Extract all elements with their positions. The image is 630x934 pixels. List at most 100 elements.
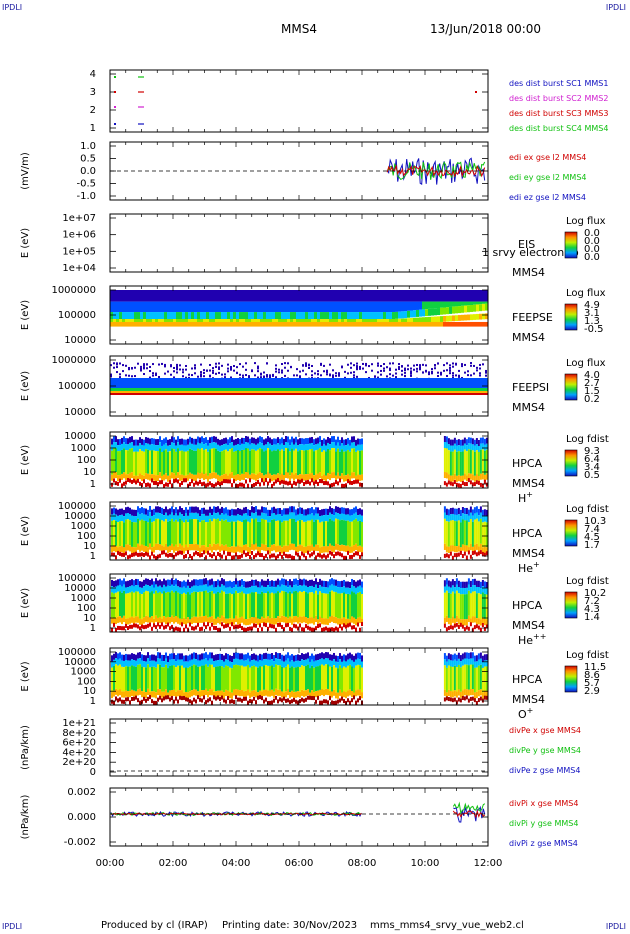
spectrogram-cell (263, 507, 265, 514)
spectrogram-cell (485, 522, 488, 548)
spectrogram-cell (207, 475, 209, 482)
spectrogram-cell (201, 585, 203, 592)
spectrogram-cell (287, 554, 289, 559)
spectrogram-cell (263, 653, 265, 660)
spectrogram-cell (173, 378, 176, 388)
spectrogram-cell (253, 579, 255, 587)
spectrogram-cell (199, 522, 201, 548)
spectrogram-cell (223, 624, 225, 629)
feepsi-colorbar-value: 2.7 (584, 378, 600, 389)
spectrogram-cell (329, 301, 332, 313)
spectrogram-cell (127, 626, 129, 631)
spectrogram-cell (235, 546, 237, 553)
spectrogram-cell (463, 652, 466, 659)
spectrogram-cell (319, 516, 321, 523)
eis-instrument: EIS (518, 238, 535, 251)
spectrogram-cell (277, 616, 279, 623)
spectrogram-cell (301, 545, 303, 552)
spectrogram-cell (242, 321, 245, 327)
spectrogram-cell (314, 378, 317, 388)
spectrogram-cell (317, 370, 319, 373)
spectrogram-cell (353, 513, 355, 521)
spectrogram-cell (327, 688, 329, 696)
spectrogram-cell (483, 450, 486, 475)
spectrogram-cell (141, 660, 143, 667)
spectrogram-cell (277, 665, 279, 690)
spectrogram-cell (469, 506, 472, 513)
spectrogram-cell (158, 312, 161, 319)
spectrogram-cell (122, 370, 124, 373)
spectrogram-cell (189, 544, 191, 551)
spectrogram-cell (125, 480, 127, 485)
spectrogram-cell (235, 578, 237, 585)
spectrogram-cell (350, 312, 353, 319)
spectrogram-cell (464, 363, 466, 366)
spectrogram-cell (325, 699, 327, 704)
spectrogram-cell (377, 312, 380, 319)
spectrogram-cell (119, 664, 121, 690)
spectrogram-cell (445, 655, 448, 662)
spectrogram-cell (125, 618, 127, 625)
spectrogram-cell (243, 618, 245, 625)
spectrogram-cell (350, 362, 352, 365)
spectrogram-cell (169, 586, 171, 593)
spectrogram-cell (443, 518, 446, 544)
spectrogram-cell (440, 307, 443, 315)
spectrogram-cell (175, 478, 177, 483)
spectrogram-cell (122, 301, 125, 313)
spectrogram-cell (446, 374, 448, 377)
spectrogram-cell (267, 448, 269, 473)
hpca-h-spacecraft: MMS4 (512, 477, 545, 490)
spectrogram-cell (201, 442, 203, 449)
spectrogram-cell (207, 654, 209, 661)
spectrogram-cell (173, 449, 175, 474)
spectrogram-cell (135, 660, 137, 667)
spectrogram-cell (311, 312, 314, 319)
spectrogram-cell (241, 585, 243, 592)
spectrogram-cell (447, 554, 450, 559)
spectrogram-cell (422, 391, 425, 393)
spectrogram-cell (337, 593, 339, 619)
spectrogram-cell (199, 691, 201, 698)
spectrogram-cell (259, 448, 261, 473)
spectrogram-cell (452, 378, 455, 388)
spectrogram-cell (473, 482, 476, 487)
spectrogram-cell (135, 516, 137, 523)
spectrogram-cell (477, 439, 480, 446)
spectrogram-cell (129, 617, 131, 624)
spectrogram-cell (362, 391, 365, 393)
spectrogram-cell (219, 653, 221, 660)
spectrogram-cell (125, 391, 128, 393)
spectrogram-cell (134, 393, 137, 395)
spectrogram-cell (213, 587, 215, 594)
y-tick-label: 0.5 (80, 154, 96, 165)
spectrogram-cell (139, 652, 141, 659)
spectrogram-cell (231, 692, 233, 699)
spectrogram-cell (212, 319, 215, 325)
spectrogram-cell (461, 513, 464, 520)
spectrogram-cell (287, 378, 290, 388)
spectrogram-cell (119, 388, 122, 391)
spectrogram-cell (255, 691, 257, 698)
burst-series-label: des dist burst SC3 MMS3 (509, 109, 608, 118)
spectrogram-cell (227, 581, 229, 588)
spectrogram-cell (331, 627, 333, 632)
spectrogram-cell (299, 378, 302, 388)
spectrogram-cell (337, 627, 339, 632)
spectrogram-cell (471, 450, 474, 475)
spectrogram-cell (200, 378, 203, 388)
spectrogram-cell (467, 314, 470, 321)
spectrogram-cell (170, 290, 173, 302)
spectrogram-cell (219, 521, 221, 547)
spectrogram-cell (267, 436, 269, 443)
spectrogram-cell (317, 319, 320, 325)
spectrogram-cell (287, 393, 290, 395)
spectrogram-cell (221, 364, 223, 367)
spectrogram-cell (317, 321, 320, 327)
spectrogram-cell (281, 312, 284, 319)
spectrogram-cell (197, 436, 199, 443)
spectrogram-cell (237, 514, 239, 521)
spectrogram-cell (151, 551, 153, 556)
spectrogram-cell (215, 660, 217, 667)
spectrogram-cell (347, 437, 349, 444)
